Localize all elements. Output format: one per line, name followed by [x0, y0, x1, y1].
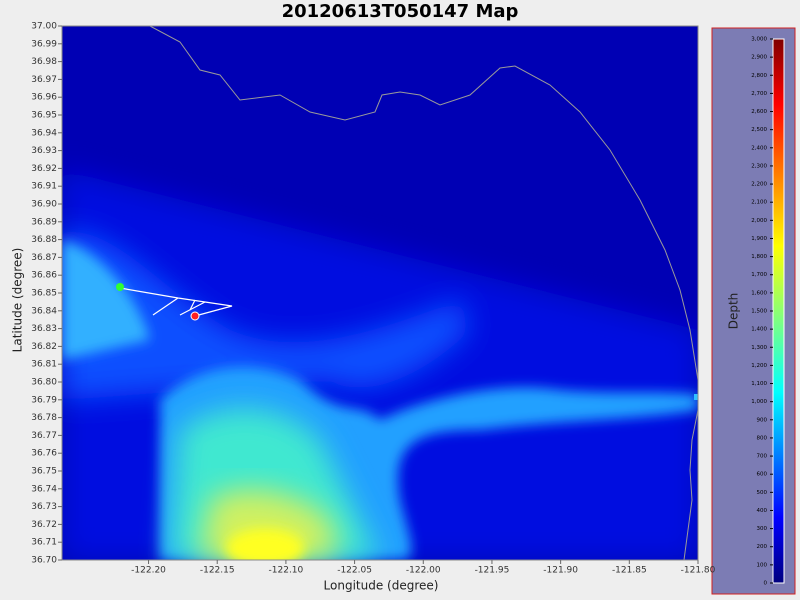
colorbar-tick-label: 3,000: [751, 37, 767, 43]
y-tick-label: 36.88: [31, 235, 57, 245]
colorbar: [772, 38, 785, 584]
colorbar-tick-label: 1,400: [751, 327, 767, 333]
x-tick-label: -122.20: [131, 566, 166, 576]
y-tick-label: 36.89: [31, 217, 57, 227]
y-tick-label: 36.86: [31, 271, 57, 281]
x-tick-label: -122.10: [269, 566, 304, 576]
y-tick-label: 36.98: [31, 57, 57, 67]
colorbar-tick-label: 100: [757, 562, 768, 568]
colorbar-tick-label: 1,900: [751, 236, 767, 242]
y-tick-label: 36.96: [31, 93, 57, 103]
colorbar-label: Depth: [727, 293, 741, 330]
y-tick-label: 36.76: [31, 449, 57, 459]
colorbar-tick-label: 1,600: [751, 290, 767, 296]
x-tick-label: -121.95: [475, 566, 510, 576]
y-tick-label: 36.94: [31, 128, 57, 138]
colorbar-tick-label: 1,700: [751, 272, 767, 278]
y-tick-label: 36.91: [31, 182, 57, 192]
y-tick-label: 36.97: [31, 75, 57, 85]
bathymetry: [62, 26, 698, 560]
x-tick-label: -122.15: [200, 566, 235, 576]
end-marker: [190, 311, 200, 321]
y-axis-label: Latitude (degree): [11, 248, 25, 353]
title: 20120613T050147 Map: [282, 1, 519, 22]
x-tick-label: -121.80: [681, 566, 716, 576]
y-tick-label: 36.82: [31, 342, 57, 352]
colorbar-tick-label: 2,500: [751, 127, 767, 133]
track: [119, 287, 233, 317]
colorbar-tick-label: 2,400: [751, 145, 767, 151]
colorbar-tick-label: 500: [757, 490, 768, 496]
colorbar-tick-label: 1,100: [751, 381, 767, 387]
colorbar-tick-label: 2,600: [751, 109, 767, 115]
y-tick-label: 36.83: [31, 324, 57, 334]
colorbar-tick-label: 0: [764, 581, 768, 587]
y-tick-label: 36.92: [31, 164, 57, 174]
y-tick-label: 36.75: [31, 467, 57, 477]
x-axis-label: Longitude (degree): [324, 579, 439, 593]
colorbar-tick-label: 700: [757, 454, 768, 460]
y-tick-label: 36.84: [31, 306, 57, 316]
y-tick-label: 36.93: [31, 146, 57, 156]
colorbar-tick-label: 2,000: [751, 218, 767, 224]
y-tick-label: 37.00: [31, 22, 57, 32]
y-tick-label: 36.74: [31, 484, 57, 494]
y-tick-label: 36.79: [31, 395, 57, 405]
y-tick-label: 36.95: [31, 111, 57, 121]
y-tick-label: 36.90: [31, 200, 57, 210]
y-tick-label: 36.87: [31, 253, 57, 263]
y-tick-label: 36.71: [31, 538, 57, 548]
colorbar-tick-label: 2,200: [751, 182, 767, 188]
colorbar-tick-label: 2,100: [751, 200, 767, 206]
colorbar-tick-label: 1,500: [751, 309, 767, 315]
colorbar-tick-label: 900: [757, 417, 768, 423]
y-tick-label: 36.70: [31, 556, 57, 566]
y-tick-label: 36.72: [31, 520, 57, 530]
x-tick-label: -122.05: [337, 566, 372, 576]
y-tick-label: 36.99: [31, 39, 57, 49]
colorbar-tick-label: 200: [757, 544, 768, 550]
colorbar-tick-label: 2,900: [751, 55, 767, 61]
x-tick-label: -122.00: [406, 566, 441, 576]
colorbar-tick-label: 400: [757, 508, 768, 514]
y-tick-label: 36.81: [31, 360, 57, 370]
colorbar-tick-label: 1,000: [751, 399, 767, 405]
colorbar-tick-label: 1,800: [751, 254, 767, 260]
colorbar-tick-label: 1,300: [751, 345, 767, 351]
x-tick-label: -121.90: [543, 566, 578, 576]
colorbar-tick-label: 1,200: [751, 363, 767, 369]
y-tick-label: 36.80: [31, 378, 57, 388]
x-tick-label: -121.85: [612, 566, 647, 576]
colorbar-tick-label: 2,300: [751, 163, 767, 169]
colorbar-tick-label: 2,800: [751, 73, 767, 79]
y-tick-label: 36.78: [31, 413, 57, 423]
colorbar-tick-label: 2,700: [751, 91, 767, 97]
y-tick-label: 36.85: [31, 289, 57, 299]
colorbar-tick-label: 600: [757, 472, 768, 478]
y-tick-label: 36.73: [31, 502, 57, 512]
start-marker: [116, 283, 124, 291]
colorbar-tick-label: 800: [757, 435, 768, 441]
y-tick-label: 36.77: [31, 431, 57, 441]
colorbar-tick-label: 300: [757, 526, 768, 532]
